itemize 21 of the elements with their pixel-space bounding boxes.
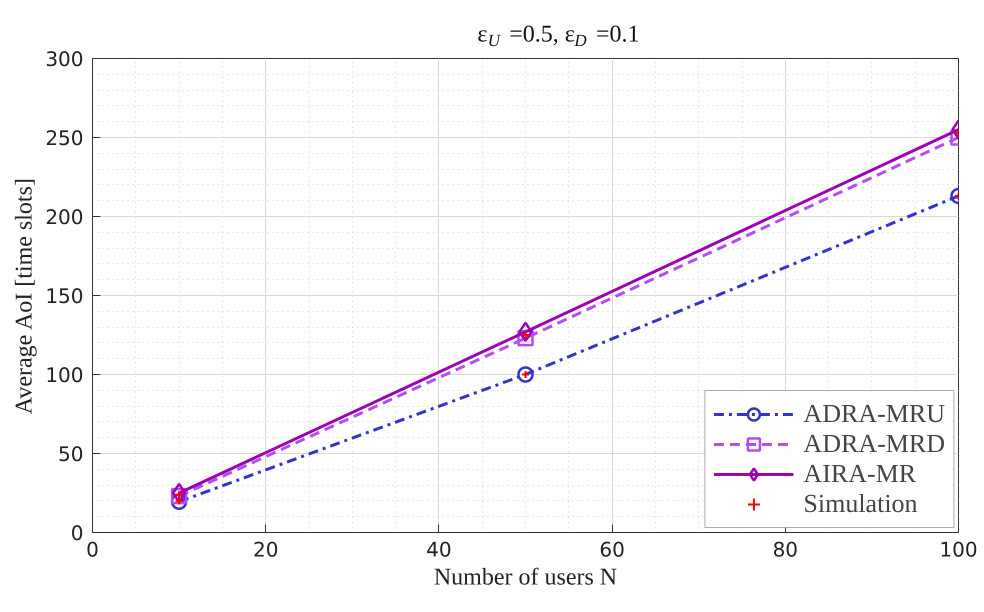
x-axis-title: Number of users N — [434, 564, 618, 590]
y-tick-label: 100 — [45, 363, 84, 387]
y-tick-label: 200 — [45, 205, 84, 229]
y-axis-title: Average AoI [time slots] — [11, 178, 38, 414]
y-tick-label: 50 — [58, 442, 84, 466]
point — [518, 322, 533, 342]
y-tick-label: 0 — [70, 521, 84, 545]
x-tick-label: 0 — [86, 538, 99, 562]
legend-label: ADRA-MRU — [803, 399, 945, 429]
x-tick-label: 60 — [599, 538, 625, 562]
y-tick-label: 250 — [45, 126, 84, 150]
x-tick-label: 80 — [772, 538, 798, 562]
point — [517, 366, 534, 383]
x-tick-label: 100 — [939, 538, 978, 562]
y-tick-label: 150 — [45, 284, 84, 308]
x-tick-label: 40 — [426, 538, 452, 562]
y-tick-label: 300 — [45, 47, 84, 71]
x-tick-label: 20 — [252, 538, 278, 562]
legend-label: Simulation — [803, 489, 918, 519]
legend-label: AIRA-MR — [803, 459, 916, 489]
legend-label: ADRA-MRD — [803, 429, 945, 459]
